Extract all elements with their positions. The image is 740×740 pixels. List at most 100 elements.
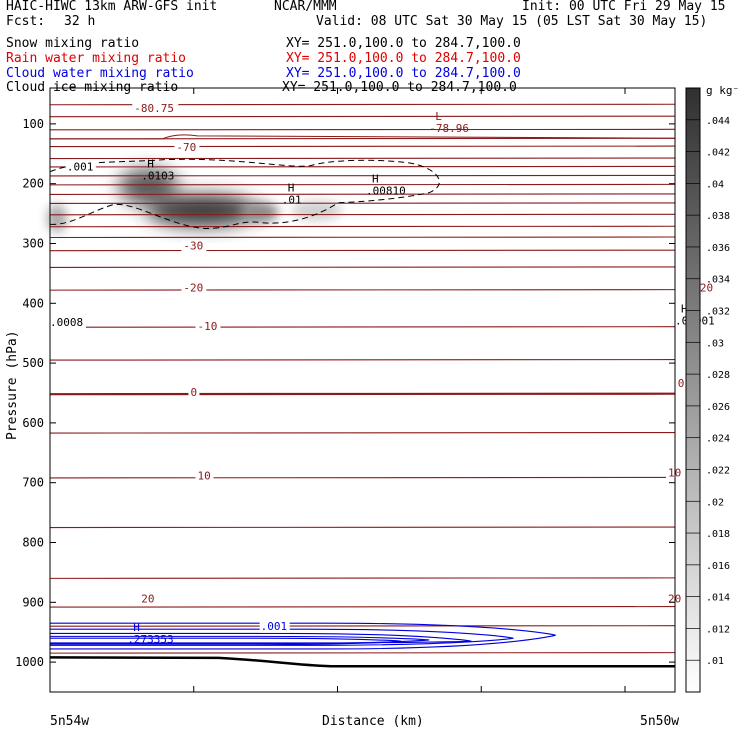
snow-contour [49,158,440,230]
isotherm-line [49,145,676,148]
y-tick-label: 100 [22,117,44,131]
isotherm-line [49,651,676,654]
colorbar-tick-label: .042 [706,148,730,159]
extremum-marker: H [147,158,154,171]
isotherm-bump [50,134,676,140]
field-rain-xy: XY= 251.0,100.0 to 284.7,100.0 [286,51,521,66]
temperature-contour-label: -80.75 [134,102,174,115]
forecast-hours: 32 h [64,14,96,29]
contour-label-bg [139,593,158,606]
field-rain-name: Rain water mixing ratio [6,51,187,66]
isotherm-line [49,115,676,118]
shaded-blob-1 [118,168,179,205]
contour-label-bg [675,378,687,391]
mixing-ratio-contour-label: .001 [261,620,288,633]
mixing-ratio-contour-label: .001 [67,161,94,174]
colorbar-tick-label: .04 [706,179,724,190]
colorbar-tick-label: .03 [706,338,724,349]
field-cloudwater-xy: XY= 251.0,100.0 to 284.7,100.0 [286,66,521,81]
isotherm-line [49,213,676,216]
isotherm-line [49,236,676,239]
colorbar-tick-label: .012 [706,624,730,635]
isotherm-line [49,174,676,177]
temperature-contour-label: -20 [183,281,203,294]
isotherm-line [49,431,676,434]
temperature-contour-label: 0 [190,386,197,399]
temperature-contour-label: -70 [176,141,196,154]
temperature-contour-label: 0 [678,377,685,390]
contour-label-bg [49,317,86,330]
colorbar-tick-label: .022 [706,465,730,476]
extremum-marker: H [681,302,688,315]
colorbar-gradient [685,87,701,693]
terrain-line [49,656,675,668]
contour-label-bg [65,161,96,174]
colorbar-tick-label: .018 [706,529,730,540]
org-label: NCAR/MMM [274,0,337,14]
isotherm-line [49,326,676,329]
isotherm-line [49,103,676,106]
isotherm-line [49,266,676,269]
cloudwater-contour [50,635,430,645]
colorbar-tick-label: .02 [706,497,724,508]
colorbar-tick-label: .014 [706,593,730,604]
contour-label-bg [181,240,207,253]
extremum-marker: L [435,110,442,123]
x-left-label: 5n54w [50,714,89,729]
x-right-label: 5n50w [640,714,679,729]
forecast-label: Fcst: [6,14,46,29]
extremum-value: .00810 [366,185,406,198]
y-tick-label: 800 [22,535,44,549]
extremum-marker: H [372,173,379,186]
y-tick-label: 400 [22,296,44,310]
y-tick-label: 200 [22,177,44,191]
model-title: HAIC-HIWC 13km ARW-GFS init [6,0,218,14]
contour-label-bg [195,321,221,334]
temperature-contour-label: -10 [197,320,217,333]
field-snow-name: Snow mixing ratio [6,36,140,51]
isotherm-line [49,193,676,196]
isotherm-line [49,476,676,479]
isotherm-line [49,202,676,205]
isotherm-line [49,165,676,168]
contour-label-bg [195,470,214,483]
colorbar-tick-label: .01 [706,656,724,667]
field-cloudwater-name: Cloud water mixing ratio [6,66,194,81]
colorbar-tick-label: .044 [706,116,730,127]
y-tick-label: 700 [22,476,44,490]
contour-label-bg [188,386,200,399]
extremum-marker: H [133,621,140,634]
isotherm-line [49,157,676,160]
isotherm-line [49,249,676,252]
contour-label-bg [132,102,179,115]
extremum-marker: H [288,182,295,195]
colorbar-tick-label: .032 [706,307,730,318]
colorbar-tick-label: .024 [706,434,730,445]
cloudwater-contour [50,637,402,646]
y-tick-label: 900 [22,595,44,609]
y-tick-label: 1000 [15,655,44,669]
colorbar-tick-label: .026 [706,402,730,413]
isotherm-line [49,358,676,361]
isotherm-line [49,183,676,186]
field-snow-xy: XY= 251.0,100.0 to 284.7,100.0 [286,36,521,51]
plot-frame [49,87,676,693]
shaded-blob-2 [146,194,257,227]
y-tick-label: 500 [22,356,44,370]
cloudwater-contour [50,628,514,646]
contour-label-bg [174,141,200,154]
y-tick-label: 600 [22,416,44,430]
isotherm-line [49,625,676,628]
init-time: Init: 00 UTC Fri 29 May 15 [522,0,726,14]
extremum-value: -78.96 [429,122,469,135]
extremum-value: .01 [282,194,302,207]
cloudwater-contour [50,622,556,650]
contour-label-bg [181,282,207,295]
temperature-contour-label: 20 [141,592,154,605]
shaded-blob-5 [47,204,68,233]
isotherm-line [49,392,676,396]
mixing-ratio-contour-label: .0008 [50,316,83,329]
shaded-blob-3 [242,202,279,223]
temperature-contour-label: -30 [183,239,203,252]
